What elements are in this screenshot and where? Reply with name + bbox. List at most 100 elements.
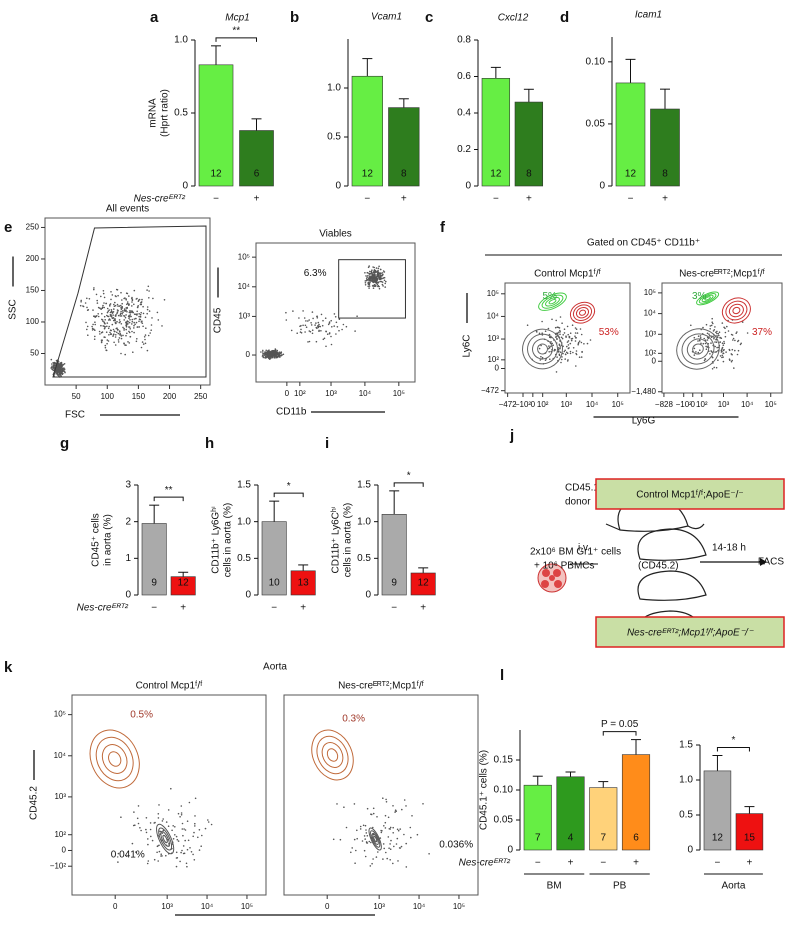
event-dot (142, 343, 145, 345)
event-dot (709, 328, 711, 330)
plot-frame (661, 282, 783, 394)
event-dot (373, 269, 376, 272)
event-dot (108, 325, 110, 328)
event-dot (732, 337, 735, 340)
y-tick-label: 2 (125, 516, 131, 527)
event-dot (721, 354, 724, 357)
event-dot (571, 337, 574, 340)
cells-label: 2x10⁶ BM Gr1⁺ cells (530, 547, 621, 558)
event-dot (699, 349, 701, 352)
event-dot (379, 268, 382, 271)
event-dot (372, 276, 374, 279)
contour (541, 294, 564, 309)
event-dot (94, 315, 96, 318)
event-dot (62, 368, 64, 370)
event-dot (264, 351, 266, 353)
event-dot (60, 362, 62, 364)
event-dot (109, 319, 111, 321)
event-dot (574, 340, 577, 342)
event-dot (128, 326, 130, 328)
event-dot (94, 321, 96, 324)
event-dot (695, 351, 697, 353)
event-dot (715, 366, 718, 369)
event-dot (128, 321, 131, 324)
event-dot (133, 327, 135, 329)
event-dot (310, 322, 312, 324)
event-dot (162, 829, 165, 832)
event-dot (555, 371, 558, 373)
event-dot (149, 332, 151, 334)
event-dot (714, 345, 716, 348)
event-dot (710, 324, 713, 327)
y-tick-label: 10² (54, 830, 66, 839)
event-dot (131, 318, 134, 321)
event-dot (63, 370, 66, 373)
event-dot (307, 320, 309, 322)
event-dot (384, 282, 387, 285)
event-dot (392, 805, 394, 807)
y-tick-label: 1.5 (679, 740, 693, 751)
event-dot (728, 349, 731, 352)
x-tick-label: −472 (499, 400, 518, 409)
event-dot (377, 274, 379, 276)
event-dot (350, 851, 352, 854)
event-dot (103, 325, 105, 328)
event-dot (123, 329, 125, 331)
y-tick-label: 0.10 (494, 785, 514, 796)
event-dot (703, 337, 705, 340)
x-tick-label: 50 (72, 392, 81, 401)
significance-label: * (731, 735, 735, 746)
event-dot (147, 860, 150, 862)
event-dot (541, 320, 543, 323)
event-dot (721, 342, 724, 345)
event-dot (378, 265, 380, 268)
cells-label: + 10⁶ PBMCs (534, 561, 595, 572)
event-dot (114, 319, 116, 321)
event-dot (702, 326, 704, 329)
event-dot (311, 332, 314, 335)
contour (575, 306, 590, 319)
contour (721, 297, 751, 324)
bar (239, 130, 274, 187)
event-dot (61, 370, 63, 373)
event-dot (133, 313, 136, 316)
x-tick-label: 10³ (325, 389, 337, 398)
event-dot (722, 349, 725, 352)
event-dot (282, 353, 285, 356)
event-dot (335, 333, 337, 335)
event-dot (107, 315, 109, 318)
event-dot (147, 285, 150, 288)
event-dot (117, 861, 119, 863)
event-dot (410, 836, 412, 839)
event-dot (153, 822, 155, 824)
event-dot (379, 280, 381, 283)
annotation: 0.036% (439, 840, 473, 851)
event-dot (317, 325, 319, 328)
bar (523, 784, 552, 851)
x-tick-label: − (151, 603, 157, 614)
x-tick-label: 0 (325, 902, 330, 911)
event-dot (339, 838, 342, 841)
significance-label: ** (165, 485, 173, 496)
event-dot (59, 370, 62, 372)
event-dot (180, 851, 182, 854)
event-dot (53, 364, 55, 367)
event-dot (145, 327, 147, 330)
y-tick-label: −10² (50, 861, 67, 870)
event-dot (92, 323, 94, 326)
event-dot (320, 313, 323, 316)
contour (686, 338, 710, 360)
event-dot (382, 858, 384, 860)
group-label: BM (547, 881, 562, 892)
event-dot (147, 843, 149, 846)
event-dot (365, 841, 368, 843)
y-tick-label: 0 (246, 350, 251, 359)
event-dot (161, 832, 164, 834)
bar (388, 107, 420, 187)
event-dot (114, 295, 117, 297)
event-dot (150, 835, 152, 838)
event-dot (133, 289, 136, 292)
event-dot (80, 301, 82, 303)
event-dot (103, 321, 105, 324)
event-dot (181, 828, 184, 830)
